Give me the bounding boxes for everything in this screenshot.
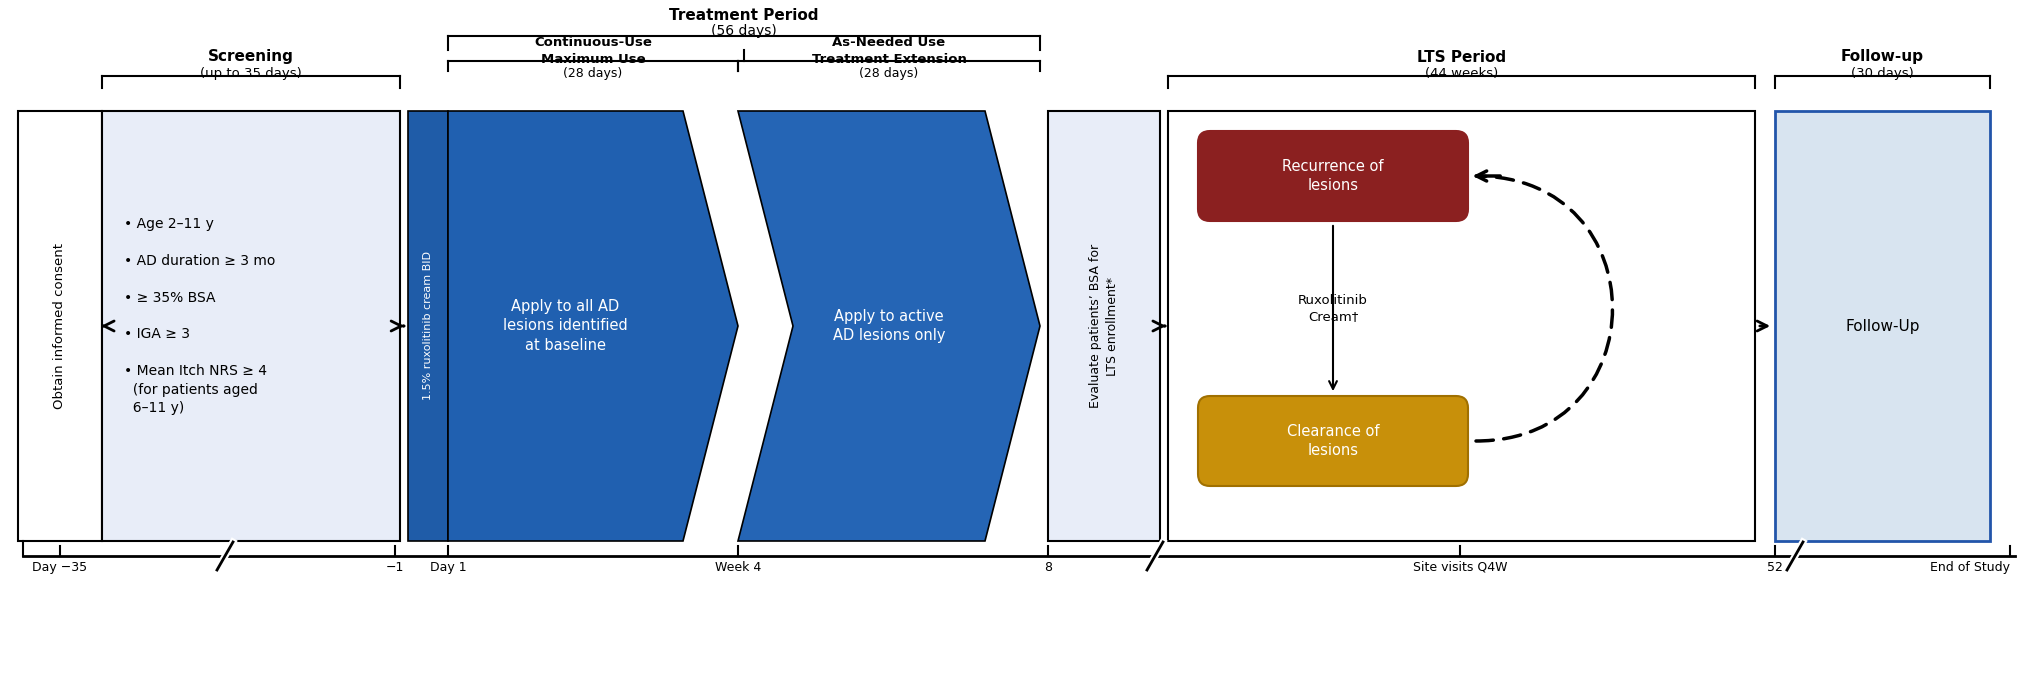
Bar	[102, 111, 400, 541]
Text: Evaluate patients’ BSA for
LTS enrollment*: Evaluate patients’ BSA for LTS enrollmen…	[1089, 244, 1120, 408]
Text: Recurrence of
lesions: Recurrence of lesions	[1282, 159, 1384, 193]
Text: 52: 52	[1768, 561, 1782, 574]
Text: Follow-Up: Follow-Up	[1845, 319, 1920, 334]
Bar	[18, 111, 102, 541]
Text: 8: 8	[1044, 561, 1053, 574]
Text: (up to 35 days): (up to 35 days)	[199, 67, 303, 80]
Text: (56 days): (56 days)	[711, 24, 776, 38]
Polygon shape	[738, 111, 1040, 541]
Text: Obtain informed consent: Obtain informed consent	[53, 243, 67, 409]
Text: (28 days): (28 days)	[563, 67, 622, 80]
Text: Week 4: Week 4	[715, 561, 762, 574]
Text: (28 days): (28 days)	[860, 67, 918, 80]
Text: (30 days): (30 days)	[1851, 67, 1914, 80]
Text: Ruxolitinib
Cream†: Ruxolitinib Cream†	[1298, 294, 1368, 323]
Text: Follow-up: Follow-up	[1841, 50, 1924, 65]
FancyBboxPatch shape	[1199, 131, 1467, 221]
Text: 1.5% ruxolitinib cream BID: 1.5% ruxolitinib cream BID	[423, 251, 433, 400]
Polygon shape	[447, 111, 738, 541]
Text: Apply to active
AD lesions only: Apply to active AD lesions only	[833, 308, 945, 343]
Text: Day 1: Day 1	[429, 561, 465, 574]
Bar	[1776, 111, 1989, 541]
Text: Treatment Period: Treatment Period	[669, 8, 819, 24]
Text: Apply to all AD
lesions identified
at baseline: Apply to all AD lesions identified at ba…	[504, 299, 628, 353]
Text: Site visits Q4W: Site visits Q4W	[1412, 561, 1508, 574]
Text: (44 weeks): (44 weeks)	[1424, 67, 1498, 80]
Text: Continuous-Use
Maximum Use: Continuous-Use Maximum Use	[534, 36, 652, 66]
Text: Clearance of
lesions: Clearance of lesions	[1286, 424, 1380, 458]
Text: • Age 2–11 y

• AD duration ≥ 3 mo

• ≥ 35% BSA

• IGA ≥ 3

• Mean Itch NRS ≥ 4
: • Age 2–11 y • AD duration ≥ 3 mo • ≥ 35…	[124, 217, 276, 415]
Text: −1: −1	[386, 561, 404, 574]
FancyBboxPatch shape	[1199, 396, 1467, 486]
Text: LTS Period: LTS Period	[1416, 50, 1506, 65]
Text: Screening: Screening	[207, 50, 295, 65]
Text: End of Study: End of Study	[1930, 561, 2010, 574]
Bar	[1168, 111, 1756, 541]
Text: Day −35: Day −35	[33, 561, 87, 574]
Text: As-Needed Use
Treatment Extension: As-Needed Use Treatment Extension	[811, 36, 967, 66]
Bar	[1049, 111, 1160, 541]
Bar	[408, 111, 447, 541]
